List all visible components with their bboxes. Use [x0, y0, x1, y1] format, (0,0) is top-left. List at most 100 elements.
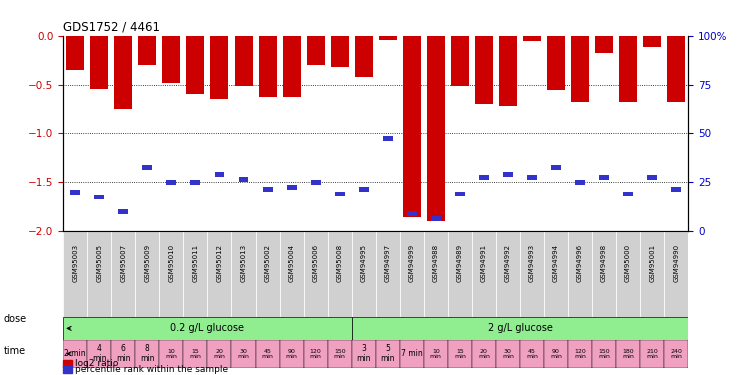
Text: GSM95001: GSM95001	[650, 244, 655, 282]
Text: percentile rank within the sample: percentile rank within the sample	[75, 365, 228, 374]
Bar	[214, 172, 225, 177]
Bar	[647, 175, 657, 180]
Text: 5
min: 5 min	[380, 344, 395, 363]
Bar	[376, 340, 400, 368]
Bar	[359, 187, 369, 192]
Text: log2 ratio: log2 ratio	[75, 359, 118, 368]
Bar	[403, 36, 421, 216]
Text: dose: dose	[4, 315, 27, 324]
Text: GSM94992: GSM94992	[505, 244, 511, 282]
Text: GSM94991: GSM94991	[481, 244, 487, 282]
Bar	[286, 185, 297, 190]
Text: time: time	[4, 346, 26, 355]
FancyBboxPatch shape	[159, 231, 184, 317]
FancyBboxPatch shape	[280, 231, 304, 317]
Text: GSM95007: GSM95007	[121, 244, 126, 282]
FancyBboxPatch shape	[112, 231, 135, 317]
Bar	[330, 36, 349, 67]
Text: 10
min: 10 min	[430, 348, 442, 359]
Bar	[551, 165, 561, 170]
FancyBboxPatch shape	[376, 231, 400, 317]
Bar	[159, 340, 184, 368]
Text: GSM94990: GSM94990	[673, 244, 679, 282]
Text: GSM94988: GSM94988	[433, 244, 439, 282]
FancyBboxPatch shape	[304, 231, 327, 317]
Bar	[671, 187, 682, 192]
FancyBboxPatch shape	[640, 231, 664, 317]
Text: GSM95003: GSM95003	[72, 244, 78, 282]
Text: 6
min: 6 min	[116, 344, 131, 363]
Bar	[499, 36, 517, 106]
Bar	[239, 177, 248, 182]
FancyBboxPatch shape	[63, 231, 87, 317]
Text: 10
min: 10 min	[165, 348, 177, 359]
Bar	[355, 36, 373, 77]
Bar	[352, 317, 688, 340]
Text: 8
min: 8 min	[140, 344, 155, 363]
Bar	[115, 36, 132, 109]
FancyBboxPatch shape	[424, 231, 448, 317]
Text: 120
min: 120 min	[574, 348, 586, 359]
Text: GSM94989: GSM94989	[457, 244, 463, 282]
Bar	[63, 317, 352, 340]
Text: 15
min: 15 min	[190, 348, 202, 359]
FancyBboxPatch shape	[520, 231, 544, 317]
FancyBboxPatch shape	[448, 231, 472, 317]
Bar	[307, 36, 324, 65]
FancyBboxPatch shape	[231, 231, 255, 317]
Text: GSM95008: GSM95008	[337, 244, 343, 282]
FancyBboxPatch shape	[327, 231, 352, 317]
Bar	[479, 175, 489, 180]
Bar	[231, 340, 255, 368]
Bar	[643, 36, 661, 47]
Bar	[190, 180, 200, 185]
Text: GSM94998: GSM94998	[601, 244, 607, 282]
Text: GSM95006: GSM95006	[312, 244, 318, 282]
Bar	[118, 209, 128, 214]
Text: 150
min: 150 min	[334, 348, 346, 359]
Text: GSM95009: GSM95009	[144, 244, 150, 282]
FancyBboxPatch shape	[568, 231, 592, 317]
Bar	[142, 165, 153, 170]
Text: GSM94995: GSM94995	[361, 244, 367, 282]
Bar	[255, 340, 280, 368]
Bar	[544, 340, 568, 368]
Bar	[619, 36, 637, 102]
Bar	[87, 340, 112, 368]
FancyBboxPatch shape	[352, 231, 376, 317]
Bar	[135, 340, 159, 368]
Bar	[503, 172, 513, 177]
Bar	[94, 195, 104, 200]
Bar	[496, 340, 520, 368]
Bar	[595, 36, 613, 53]
Bar	[90, 36, 109, 89]
FancyBboxPatch shape	[472, 231, 496, 317]
Bar	[616, 340, 640, 368]
Bar	[263, 187, 272, 192]
Bar	[455, 192, 465, 196]
Text: GSM95011: GSM95011	[193, 244, 199, 282]
Text: GSM95002: GSM95002	[265, 244, 271, 282]
Text: 210
min: 210 min	[647, 348, 658, 359]
FancyBboxPatch shape	[184, 231, 208, 317]
Bar	[162, 36, 181, 82]
FancyBboxPatch shape	[496, 231, 520, 317]
FancyBboxPatch shape	[592, 231, 616, 317]
Bar	[427, 36, 445, 221]
Text: 20
min: 20 min	[214, 348, 225, 359]
Bar	[424, 340, 448, 368]
Text: 3
min: 3 min	[356, 344, 371, 363]
Bar	[211, 36, 228, 99]
Bar	[407, 211, 417, 216]
FancyBboxPatch shape	[87, 231, 112, 317]
Text: 120
min: 120 min	[310, 348, 321, 359]
Text: 15
min: 15 min	[454, 348, 466, 359]
Text: GSM94993: GSM94993	[529, 244, 535, 282]
Bar	[66, 36, 84, 70]
Text: GSM94996: GSM94996	[577, 244, 583, 282]
Bar	[184, 340, 208, 368]
Text: 2 min: 2 min	[65, 349, 86, 358]
Text: GDS1752 / 4461: GDS1752 / 4461	[63, 21, 160, 34]
Bar	[523, 36, 541, 42]
Text: 20
min: 20 min	[478, 348, 490, 359]
